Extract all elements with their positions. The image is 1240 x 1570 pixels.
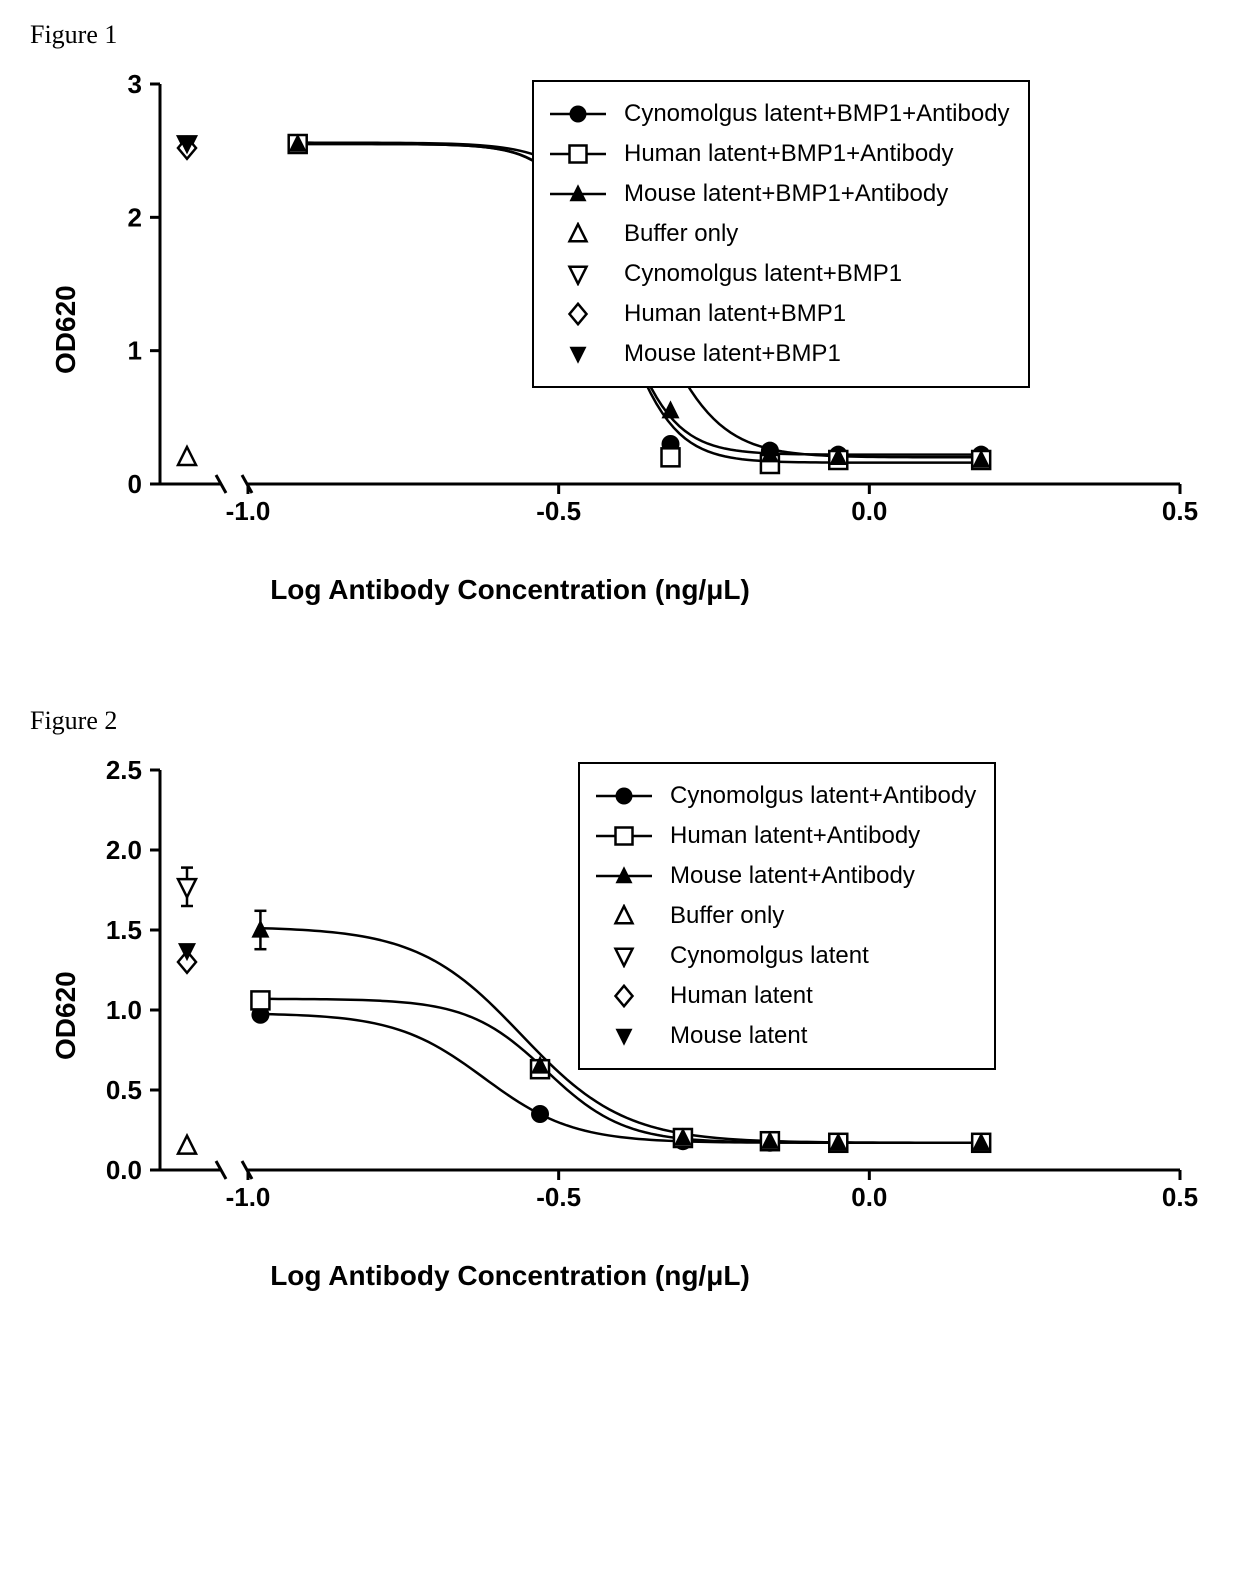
svg-text:0.0: 0.0: [851, 496, 887, 526]
legend-entry: Buffer only: [548, 214, 1010, 254]
legend-entry: Cynomolgus latent+Antibody: [594, 776, 976, 816]
legend-entry: Cynomolgus latent+BMP1: [548, 254, 1010, 294]
svg-text:0.0: 0.0: [851, 1182, 887, 1212]
legend-swatch: [548, 182, 608, 206]
legend-entry: Human latent: [594, 976, 976, 1016]
legend-label: Human latent+Antibody: [670, 822, 920, 850]
legend-label: Cynomolgus latent+Antibody: [670, 782, 976, 810]
svg-text:2: 2: [128, 202, 142, 232]
legend-label: Mouse latent+BMP1+Antibody: [624, 180, 948, 208]
figure-2-ylabel: OD620: [50, 971, 82, 1060]
legend-entry: Human latent+BMP1+Antibody: [548, 134, 1010, 174]
legend-swatch: [548, 222, 608, 246]
svg-text:0.5: 0.5: [106, 1075, 142, 1105]
legend-label: Human latent+BMP1+Antibody: [624, 140, 954, 168]
svg-text:2.5: 2.5: [106, 755, 142, 785]
legend-label: Mouse latent: [670, 1022, 807, 1050]
svg-text:2.0: 2.0: [106, 835, 142, 865]
legend-swatch: [548, 142, 608, 166]
svg-text:0.0: 0.0: [106, 1155, 142, 1185]
figure-2-xlabel: Log Antibody Concentration (ng/μL): [160, 1260, 860, 1292]
legend-swatch: [548, 262, 608, 286]
legend-swatch: [548, 302, 608, 326]
legend-label: Buffer only: [624, 220, 738, 248]
legend-entry: Mouse latent+BMP1: [548, 334, 1010, 374]
legend-swatch: [594, 1024, 654, 1048]
svg-text:1: 1: [128, 336, 142, 366]
legend-swatch: [548, 102, 608, 126]
svg-text:-0.5: -0.5: [536, 1182, 581, 1212]
figure-2: Figure 2 OD620 0.0 0.5 1.0 1.5 2.0 2.5 -1.0 -0.…: [20, 706, 1220, 1292]
legend-entry: Human latent+Antibody: [594, 816, 976, 856]
legend-label: Mouse latent+BMP1: [624, 340, 841, 368]
legend-swatch: [594, 784, 654, 808]
svg-text:1.0: 1.0: [106, 995, 142, 1025]
legend-label: Cynomolgus latent: [670, 942, 869, 970]
svg-text:-0.5: -0.5: [536, 496, 581, 526]
legend-label: Cynomolgus latent+BMP1: [624, 260, 902, 288]
legend-entry: Cynomolgus latent: [594, 936, 976, 976]
figure-1-legend: Cynomolgus latent+BMP1+Antibody Human lat…: [532, 80, 1030, 388]
legend-entry: Cynomolgus latent+BMP1+Antibody: [548, 94, 1010, 134]
legend-label: Cynomolgus latent+BMP1+Antibody: [624, 100, 1010, 128]
figure-1-chart: OD620 0 1 2 3 -1.0 -0.5 0.0 0.5 Log Antibody Co…: [20, 54, 1220, 606]
legend-label: Mouse latent+Antibody: [670, 862, 915, 890]
svg-text:1.5: 1.5: [106, 915, 142, 945]
legend-label: Human latent+BMP1: [624, 300, 846, 328]
svg-text:3: 3: [128, 69, 142, 99]
legend-label: Human latent: [670, 982, 813, 1010]
svg-text:-1.0: -1.0: [226, 1182, 271, 1212]
legend-label: Buffer only: [670, 902, 784, 930]
legend-swatch: [594, 944, 654, 968]
figure-1-title: Figure 1: [30, 20, 1220, 50]
legend-swatch: [594, 904, 654, 928]
figure-1-xlabel: Log Antibody Concentration (ng/μL): [160, 574, 860, 606]
figure-1-ylabel: OD620: [50, 285, 82, 374]
figure-2-title: Figure 2: [30, 706, 1220, 736]
legend-swatch: [594, 864, 654, 888]
svg-text:0: 0: [128, 469, 142, 499]
legend-swatch: [594, 824, 654, 848]
legend-entry: Mouse latent+BMP1+Antibody: [548, 174, 1010, 214]
legend-entry: Human latent+BMP1: [548, 294, 1010, 334]
legend-swatch: [548, 342, 608, 366]
legend-entry: Buffer only: [594, 896, 976, 936]
svg-text:-1.0: -1.0: [226, 496, 271, 526]
figure-2-chart: OD620 0.0 0.5 1.0 1.5 2.0 2.5 -1.0 -0.5 0.0 0.5 L…: [20, 740, 1220, 1292]
legend-entry: Mouse latent+Antibody: [594, 856, 976, 896]
figure-1: Figure 1 OD620 0 1 2 3 -1.0 -0.5 0.0 0.5 Log An…: [20, 20, 1220, 606]
legend-swatch: [594, 984, 654, 1008]
svg-text:0.5: 0.5: [1162, 1182, 1198, 1212]
legend-entry: Mouse latent: [594, 1016, 976, 1056]
svg-text:0.5: 0.5: [1162, 496, 1198, 526]
figure-2-legend: Cynomolgus latent+Antibody Human latent+A…: [578, 762, 996, 1070]
